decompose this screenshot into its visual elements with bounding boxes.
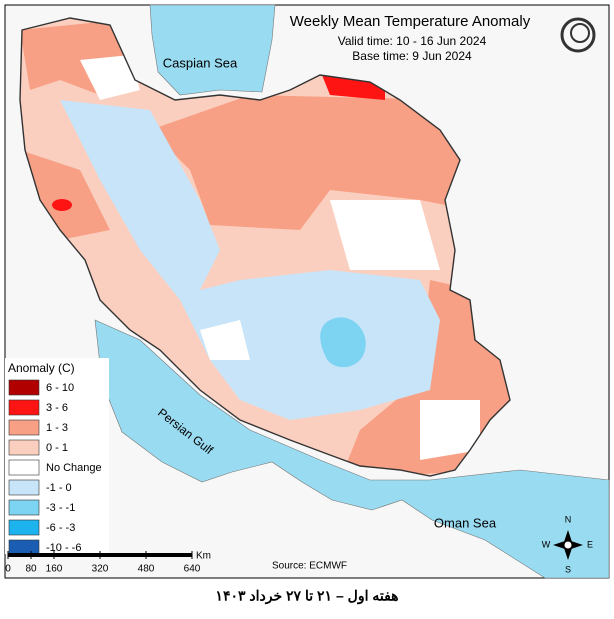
- iran-border: [19, 17, 511, 477]
- legend-swatch: [8, 479, 40, 496]
- scale-tick-label: 160: [46, 564, 63, 575]
- compass-label: S: [565, 564, 571, 574]
- scale-tick-label: 480: [138, 564, 155, 575]
- legend-swatch: [8, 459, 40, 476]
- legend-label: -6 - -3: [46, 522, 75, 534]
- compass-label: W: [542, 539, 551, 549]
- legend-swatch: [8, 519, 40, 536]
- base-time: Base time: 9 Jun 2024: [352, 49, 472, 63]
- compass-label: E: [587, 539, 593, 549]
- persian-gulf-sea: [94, 319, 610, 579]
- legend-label: 6 - 10: [46, 382, 74, 394]
- legend-label: No Change: [46, 462, 102, 474]
- compass: N E S W: [542, 514, 593, 574]
- legend-label: -10 - -6: [46, 542, 81, 554]
- legend-swatch: [8, 499, 40, 516]
- legend-swatch: [8, 379, 40, 396]
- valid-time: Valid time: 10 - 16 Jun 2024: [338, 34, 487, 48]
- sea-label: Caspian Sea: [163, 55, 238, 70]
- scale-bar: Km 0 80 160 320 480 640: [5, 551, 211, 575]
- legend-swatch: [8, 539, 40, 556]
- legend-swatch: [8, 439, 40, 456]
- legend-title: Anomaly (C): [8, 361, 75, 375]
- scale-tick-label: 640: [184, 564, 201, 575]
- legend-label: -3 - -1: [46, 502, 75, 514]
- legend-swatch: [8, 399, 40, 416]
- legend-swatch: [8, 419, 40, 436]
- legend-label: 3 - 6: [46, 402, 68, 414]
- source: Source: ECMWF: [272, 561, 347, 572]
- footer: هفته اول – ۲۱ تا ۲۷ خرداد ۱۴۰۳: [215, 588, 398, 605]
- map-title: Weekly Mean Temperature Anomaly: [290, 13, 531, 30]
- legend-label: 1 - 3: [46, 422, 68, 434]
- legend-label: 0 - 1: [46, 442, 68, 454]
- sea-label: Oman Sea: [434, 515, 497, 530]
- legend-label: -1 - 0: [46, 482, 72, 494]
- compass-label: N: [565, 514, 572, 524]
- logo: [560, 17, 596, 53]
- scale-tick-label: 80: [25, 564, 37, 575]
- caspian-sea: [149, 4, 276, 96]
- scale-tick-label: 320: [92, 564, 109, 575]
- scale-tick-label: 0: [5, 564, 11, 575]
- scale-unit: Km: [196, 551, 211, 562]
- legend: Anomaly (C) 6 - 10 3 - 6 1 - 3 0 - 1 No Chan…: [5, 358, 109, 556]
